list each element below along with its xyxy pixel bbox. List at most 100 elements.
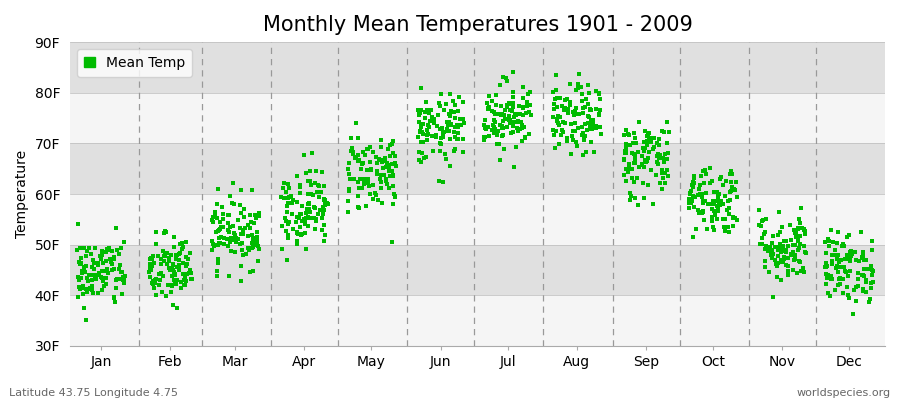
Point xyxy=(388,153,402,160)
Point xyxy=(319,200,333,206)
Point xyxy=(695,210,709,216)
Point xyxy=(658,170,672,177)
Point xyxy=(88,273,103,280)
Point xyxy=(431,112,446,118)
Point xyxy=(83,285,97,292)
Point xyxy=(420,122,435,128)
Point xyxy=(843,249,858,255)
Point xyxy=(91,261,105,268)
Point xyxy=(448,124,463,130)
Point xyxy=(819,260,833,266)
Point xyxy=(318,197,332,204)
Text: Latitude 43.75 Longitude 4.75: Latitude 43.75 Longitude 4.75 xyxy=(9,388,178,398)
Point xyxy=(714,198,728,204)
Point xyxy=(144,267,158,274)
Point xyxy=(248,215,263,221)
Point xyxy=(440,120,454,126)
Point xyxy=(575,90,590,97)
Point xyxy=(725,214,740,220)
Point xyxy=(499,75,513,81)
Point xyxy=(730,217,744,224)
Point xyxy=(653,151,668,158)
Point xyxy=(212,219,227,226)
Point xyxy=(101,247,115,253)
Point xyxy=(487,130,501,136)
Point xyxy=(237,252,251,258)
Point xyxy=(519,109,534,116)
Point xyxy=(156,272,170,279)
Point xyxy=(724,188,738,195)
Point xyxy=(307,204,321,211)
Point xyxy=(637,148,652,154)
Point xyxy=(798,250,813,256)
Point xyxy=(205,241,220,247)
Point xyxy=(513,126,527,132)
Point xyxy=(94,252,109,258)
Point xyxy=(687,173,701,179)
Point xyxy=(345,144,359,151)
Point xyxy=(431,178,446,184)
Point xyxy=(508,110,523,117)
Point xyxy=(523,102,537,109)
Point xyxy=(364,144,378,150)
Point xyxy=(628,140,643,146)
Point xyxy=(302,200,316,206)
Point xyxy=(118,273,132,279)
Point xyxy=(183,270,197,276)
Point xyxy=(563,102,578,108)
Point xyxy=(361,180,375,186)
Point xyxy=(76,245,91,252)
Point xyxy=(174,279,188,286)
Point xyxy=(482,132,497,139)
Point xyxy=(752,222,767,228)
Point xyxy=(488,111,502,118)
Point xyxy=(844,248,859,254)
Point xyxy=(558,97,572,103)
Point xyxy=(211,242,225,248)
Point xyxy=(366,182,381,188)
Point xyxy=(433,141,447,147)
Point xyxy=(97,283,112,290)
Point xyxy=(791,246,806,253)
Point xyxy=(173,250,187,256)
Point xyxy=(847,287,861,294)
Point xyxy=(826,239,841,246)
Point xyxy=(414,121,428,127)
Point xyxy=(685,198,699,204)
Point xyxy=(637,138,652,145)
Point xyxy=(158,228,172,234)
Point xyxy=(288,219,302,226)
Point xyxy=(311,181,326,188)
Point xyxy=(428,132,443,138)
Point xyxy=(775,258,789,264)
Point xyxy=(655,186,670,192)
Point xyxy=(489,92,503,98)
Point xyxy=(778,247,792,253)
Point xyxy=(834,257,849,263)
Point xyxy=(163,266,177,273)
Point xyxy=(274,194,288,200)
Point xyxy=(818,281,832,288)
Point xyxy=(550,104,564,110)
Point xyxy=(840,284,854,290)
Point xyxy=(374,157,388,164)
Point xyxy=(662,129,676,135)
Point xyxy=(370,170,384,177)
Point xyxy=(170,304,184,311)
Point xyxy=(685,182,699,188)
Point xyxy=(146,278,160,284)
Point xyxy=(796,269,811,276)
Point xyxy=(418,109,432,115)
Point xyxy=(252,213,266,219)
Point xyxy=(865,246,879,253)
Point xyxy=(419,127,434,133)
Point xyxy=(87,266,102,273)
Point xyxy=(796,227,811,234)
Point xyxy=(379,175,393,182)
Point xyxy=(842,256,857,262)
Point xyxy=(635,162,650,168)
Point xyxy=(385,168,400,175)
Point xyxy=(211,228,225,234)
Point xyxy=(77,264,92,270)
Point xyxy=(210,242,224,248)
